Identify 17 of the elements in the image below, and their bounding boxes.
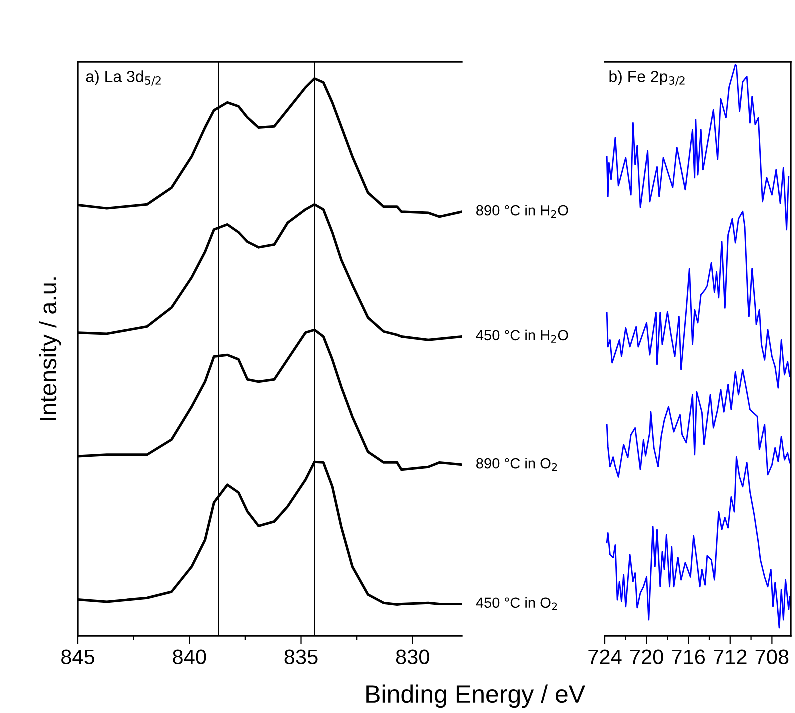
- x-tick-label: 845: [62, 650, 95, 664]
- x-tick-label: 835: [284, 650, 318, 664]
- x-tick-label: 716: [672, 650, 706, 664]
- x-tick-label: 840: [173, 650, 206, 664]
- chart-title: a) La 3d$_{5/2}$: [86, 70, 161, 86]
- x-tick-label: 712: [714, 650, 747, 664]
- x-tick-label: 708: [756, 650, 789, 664]
- series-label: 890 °C in O$_{2}$: [476, 458, 558, 471]
- series-label: 450 °C in O$_{2}$: [476, 597, 558, 610]
- y-axis-title: Intensity / a.u.: [39, 278, 62, 420]
- x-tick-label: 830: [396, 650, 430, 664]
- x-tick-label: 724: [588, 650, 622, 664]
- series-label: 450 °C in H$_{2}$O: [476, 330, 568, 343]
- series-label: 890 °C in H$_{2}$O: [476, 205, 568, 218]
- chart-title: b) Fe 2p$_{3/2}$: [610, 70, 685, 86]
- x-tick-label: 720: [630, 650, 664, 664]
- x-axis-title: Binding Energy / eV: [366, 684, 586, 708]
